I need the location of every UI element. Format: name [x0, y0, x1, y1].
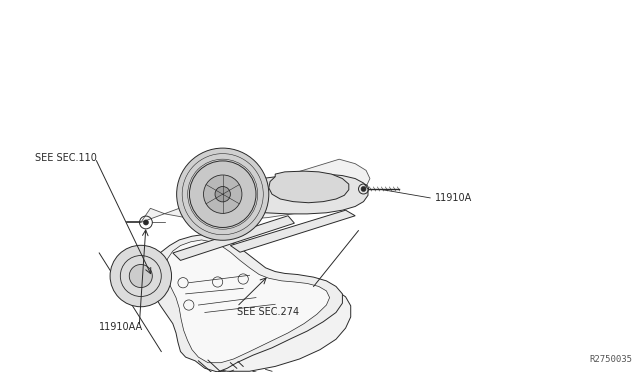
Circle shape — [361, 186, 366, 192]
Polygon shape — [150, 234, 342, 372]
Text: 11910AA: 11910AA — [99, 322, 143, 331]
Circle shape — [143, 220, 148, 225]
Polygon shape — [173, 216, 294, 260]
Polygon shape — [269, 171, 349, 203]
Text: SEE SEC.110: SEE SEC.110 — [35, 153, 97, 163]
Circle shape — [189, 161, 256, 227]
Circle shape — [204, 175, 242, 214]
Circle shape — [110, 245, 172, 307]
Polygon shape — [182, 174, 368, 214]
Circle shape — [215, 186, 230, 202]
Text: R2750035: R2750035 — [589, 355, 632, 364]
Polygon shape — [141, 159, 370, 222]
Polygon shape — [165, 240, 330, 363]
Polygon shape — [201, 283, 351, 371]
Polygon shape — [230, 210, 355, 252]
Text: 11910A: 11910A — [435, 193, 472, 203]
Circle shape — [129, 264, 152, 288]
Text: SEE SEC.274: SEE SEC.274 — [237, 307, 299, 317]
Circle shape — [177, 148, 269, 240]
